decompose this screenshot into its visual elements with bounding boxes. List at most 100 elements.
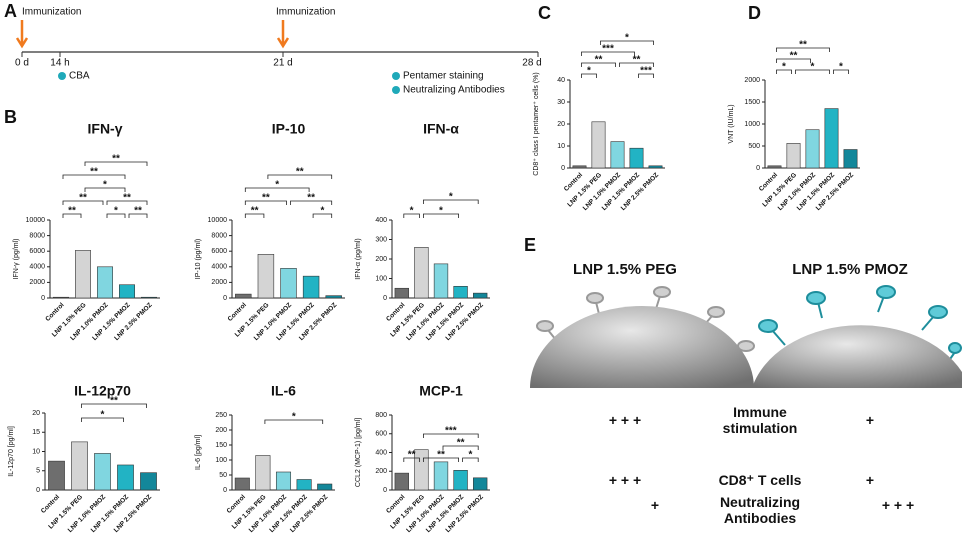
y-tick-label: 0 [41,295,45,302]
y-axis-label: IFN-α (pg/ml) [355,238,362,279]
y-tick-label: 150 [215,442,227,449]
significance-bracket [403,213,420,218]
significance-label: * [439,206,443,217]
significance-label: ** [595,55,603,66]
y-tick-label: 100 [375,275,387,282]
timeline-event: Immunization [276,7,335,18]
significance-bracket [423,199,479,204]
significance-bracket [106,213,126,218]
significance-label: * [275,180,279,191]
bar [629,147,644,169]
significance-label: ** [251,206,259,217]
significance-label: ** [457,438,465,449]
bar [843,149,858,169]
significance-bracket [423,457,459,462]
bar [71,441,88,491]
chart-title: IFN-α [423,121,459,137]
bar [235,293,252,299]
significance-bracket [403,457,420,462]
bar [767,165,782,169]
arrow [15,20,29,49]
y-tick-label: 4000 [29,264,45,271]
readout: Pentamer staining [403,71,484,82]
significance-bracket [638,73,654,78]
bar [433,263,449,299]
bar [648,165,663,169]
timeline-event: Immunization [22,7,81,18]
y-tick-label: 400 [375,217,387,224]
significance-label: ** [307,193,315,204]
y-tick-label: 0 [223,295,227,302]
bar [48,460,65,491]
y-tick-label: 20 [32,410,40,417]
y-tick-label: 8000 [29,232,45,239]
bar [394,287,409,299]
timeline-tick-label: 21 d [273,58,292,69]
y-tick-label: 5 [36,468,40,475]
y-tick-label: 0 [383,295,387,302]
significance-label: * [320,206,324,217]
y-tick-label: 400 [375,449,387,456]
bar [572,165,587,169]
cell: + + + [608,412,642,428]
significance-bracket [833,69,849,74]
timeline-tick-label: 14 h [50,58,69,69]
dot [392,86,400,94]
bar [255,455,271,491]
y-tick-label: 0 [223,487,227,494]
bar [394,472,409,491]
bar [325,295,342,299]
x-tick-label: Control [44,302,65,323]
significance-label: * [839,62,843,73]
dot [392,72,400,80]
bar [52,296,69,299]
significance-label: * [587,66,591,77]
y-tick-label: 10 [32,448,40,455]
significance-label: *** [602,44,614,55]
significance-label: ** [799,40,807,51]
bar [414,449,429,491]
significance-label: ** [110,396,118,407]
significance-label: * [292,412,296,423]
bar [257,254,275,299]
y-tick-label: 10000 [26,217,46,224]
significance-label: * [103,180,107,191]
y-axis-label: VNT (IU/mL) [728,104,735,143]
significance-label: ** [112,154,120,165]
chart-title: IL-12p70 [74,383,131,399]
bar [296,479,312,491]
bar [94,453,111,491]
y-tick-label: 500 [748,143,760,150]
significance-bracket [619,62,654,67]
significance-label: ** [633,55,641,66]
y-tick-label: 0 [383,487,387,494]
bar [591,121,606,169]
y-tick-label: 15 [32,429,40,436]
y-tick-label: 8000 [211,232,227,239]
significance-bracket [128,213,148,218]
y-tick-label: 800 [375,412,387,419]
significance-bracket [264,419,324,424]
cell: + [865,412,875,428]
chart-title: IFN-γ [88,121,123,137]
chart-title: IP-10 [272,121,306,137]
column-title: LNP 1.5% PEG [573,261,677,278]
y-tick-label: 2000 [211,279,227,286]
y-tick-label: 20 [557,121,565,128]
significance-label: ** [437,450,445,461]
significance-bracket [423,213,459,218]
bar [119,284,136,299]
bar [140,472,157,491]
significance-bracket [244,200,287,205]
significance-bracket [581,62,616,67]
bar [786,143,801,169]
x-tick-label: Control [40,494,61,515]
significance-label: ** [79,193,87,204]
chart-title: IL-6 [271,383,296,399]
significance-label: * [101,410,105,421]
timeline-tick-label: 28 d [522,58,541,69]
y-tick-label: 40 [557,77,565,84]
bar [75,250,92,299]
bar [473,477,488,491]
